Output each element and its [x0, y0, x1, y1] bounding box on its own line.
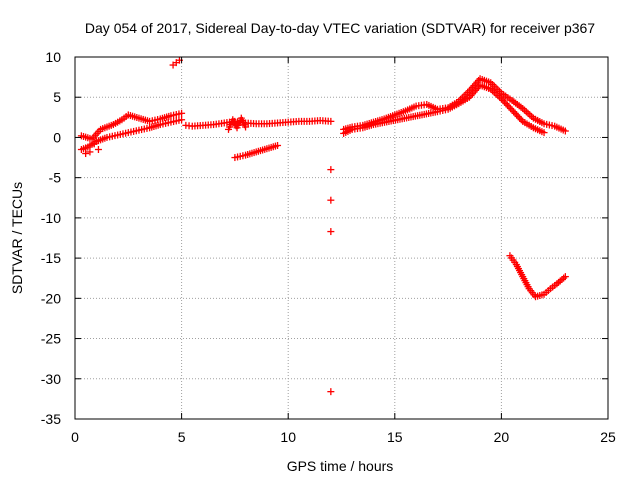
y-tick-label: -10	[41, 210, 61, 226]
data-point	[508, 106, 516, 114]
data-point	[503, 101, 511, 109]
data-point	[327, 117, 335, 125]
y-tick-label: 0	[53, 129, 61, 145]
x-tick-label: 15	[387, 429, 403, 445]
data-point	[522, 108, 530, 116]
x-tick-label: 5	[178, 429, 186, 445]
series-short-segment-5h	[169, 56, 183, 69]
data-point	[513, 111, 521, 119]
y-tick-label: 10	[45, 49, 61, 65]
axis-ticks	[74, 56, 609, 420]
data-point	[86, 148, 94, 156]
series-mid-band	[182, 117, 335, 130]
data-point	[524, 109, 532, 117]
data-point	[500, 98, 508, 106]
data-point	[499, 96, 507, 104]
data-point	[178, 116, 186, 124]
data-point	[178, 109, 186, 117]
x-axis-label: GPS time / hours	[287, 458, 394, 474]
x-tick-labels: 0 5 10 15 20 25	[71, 429, 616, 445]
series-v-segment-21h	[506, 252, 569, 301]
x-tick-label: 10	[280, 429, 296, 445]
data-point	[502, 100, 510, 108]
x-tick-label: 0	[71, 429, 79, 445]
data-point	[561, 127, 569, 135]
y-tick-label: -20	[41, 290, 61, 306]
y-tick-label: -15	[41, 250, 61, 266]
series-low-segment-8h	[231, 141, 282, 162]
data-point	[242, 123, 250, 131]
data-point	[507, 104, 515, 112]
plot-frame	[74, 56, 609, 420]
series-early-outliers	[82, 140, 102, 158]
grid-lines	[75, 57, 608, 419]
data-point	[327, 196, 335, 204]
data-point	[511, 109, 519, 117]
series-mid-band-wiggle	[225, 114, 250, 133]
y-tick-label: -35	[41, 411, 61, 427]
data-point	[540, 129, 548, 137]
data-point	[516, 114, 524, 122]
series-isolated-12h	[327, 166, 335, 396]
y-tick-label: -30	[41, 371, 61, 387]
y-tick-label: -25	[41, 331, 61, 347]
data-point	[327, 388, 335, 396]
data-marks	[77, 56, 569, 396]
data-point	[90, 140, 98, 148]
data-point	[274, 141, 282, 149]
data-point	[505, 103, 513, 111]
series-early-band-upper	[77, 109, 186, 143]
y-tick-label: -5	[49, 170, 62, 186]
data-point	[82, 150, 90, 158]
x-tick-label: 20	[494, 429, 510, 445]
y-tick-label: 5	[53, 89, 61, 105]
data-point	[497, 95, 505, 103]
data-point	[94, 146, 102, 154]
y-tick-labels: 10 5 0 -5 -10 -15 -20 -25 -30 -35	[41, 49, 61, 427]
data-point	[510, 108, 518, 116]
chart-title: Day 054 of 2017, Sidereal Day-to-day VTE…	[85, 20, 595, 36]
data-point	[327, 166, 335, 174]
data-point	[517, 116, 525, 124]
data-point	[514, 113, 522, 121]
data-point	[561, 273, 569, 281]
series-late-band-lower	[340, 81, 548, 137]
y-axis-label: SDTVAR / TECUs	[9, 182, 25, 294]
data-point	[327, 228, 335, 236]
x-tick-label: 25	[600, 429, 616, 445]
data-point	[526, 111, 534, 119]
